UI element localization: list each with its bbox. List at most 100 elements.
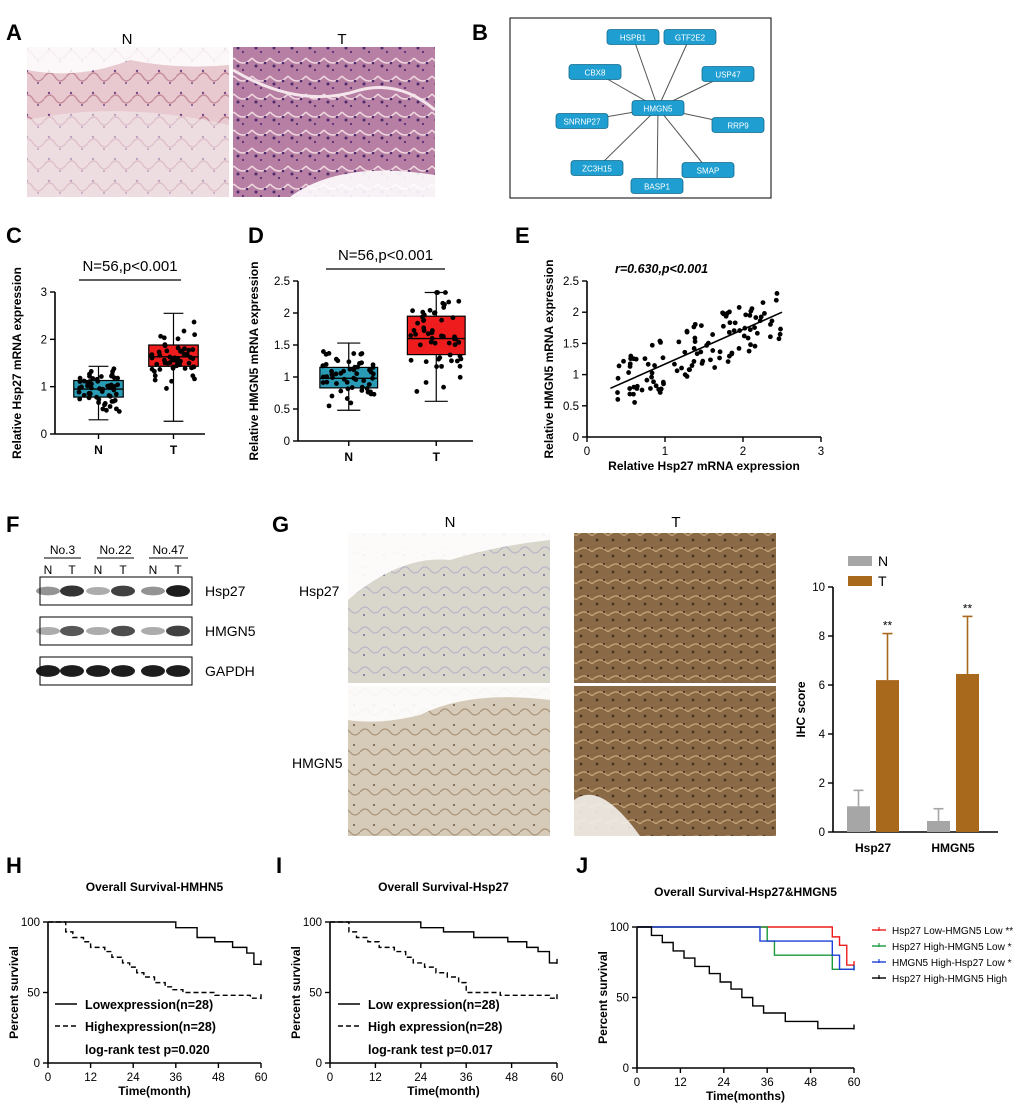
data-point	[436, 356, 442, 362]
data-point	[333, 371, 339, 377]
data-point	[359, 388, 365, 393]
data-point	[351, 351, 357, 356]
data-point	[349, 385, 355, 390]
lane-label: N	[44, 563, 53, 577]
data-point	[746, 348, 752, 354]
data-point	[324, 374, 330, 380]
blot-band	[60, 665, 84, 677]
survival-line-0	[48, 921, 261, 965]
data-point	[152, 373, 158, 379]
data-point	[188, 355, 193, 360]
data-point	[334, 381, 339, 386]
y-tick-label: 4	[819, 729, 826, 741]
data-point	[413, 331, 418, 337]
data-point	[457, 374, 463, 380]
chart-title: r=0.630,p<0.001	[615, 262, 708, 276]
data-point	[417, 342, 423, 348]
data-point	[408, 333, 414, 338]
blot-band	[86, 665, 110, 677]
data-point	[458, 356, 464, 362]
data-point	[77, 375, 83, 381]
data-point	[679, 365, 684, 371]
data-point	[184, 352, 190, 357]
network-node-label: ZC3H15	[582, 165, 612, 174]
data-point	[747, 312, 753, 318]
data-point	[648, 386, 653, 391]
x-axis-label: Time(months)	[706, 1089, 785, 1103]
y-tick-label: 2	[41, 334, 47, 346]
data-point	[104, 407, 109, 413]
network-node-label: BASP1	[644, 183, 670, 192]
x-tick-label: 1	[662, 446, 668, 458]
network-node-label: SMAP	[697, 167, 720, 176]
data-point	[411, 327, 417, 333]
lane-label: T	[68, 563, 76, 577]
data-point	[431, 310, 437, 316]
y-tick-label: 8	[819, 631, 825, 643]
survival-line-3	[637, 926, 854, 1030]
data-point	[727, 309, 732, 315]
y-tick-label: 2	[573, 307, 579, 319]
data-point	[329, 368, 334, 374]
data-point	[682, 349, 688, 355]
data-point	[326, 350, 332, 356]
data-point	[621, 358, 626, 364]
data-point	[732, 320, 738, 326]
data-point	[776, 336, 782, 342]
x-tick-label: 60	[255, 1072, 268, 1084]
panel-letter-e: E	[515, 223, 530, 248]
data-point	[774, 291, 780, 296]
data-point	[421, 325, 427, 331]
data-point	[660, 379, 666, 385]
x-tick-label: 0	[634, 1077, 640, 1089]
chart-title: Overall Survival-Hsp27	[378, 880, 509, 894]
blot-band	[111, 665, 135, 677]
data-point	[76, 389, 82, 395]
data-point	[115, 382, 121, 388]
blot-row-label: Hsp27	[205, 583, 246, 599]
panel-letter-b: B	[472, 20, 488, 45]
x-tick-label: 12	[674, 1077, 687, 1089]
sample-label: No.3	[50, 543, 76, 557]
data-point	[639, 387, 645, 393]
data-point	[432, 340, 438, 346]
data-point	[152, 377, 158, 383]
y-axis-label: Percent survival	[289, 946, 303, 1039]
y-tick-label: 1.5	[563, 338, 579, 350]
data-point	[450, 315, 456, 321]
data-point	[89, 381, 94, 387]
data-point	[752, 343, 758, 349]
data-point	[408, 357, 414, 363]
y-tick-label: 0	[284, 436, 290, 448]
x-tick-label: N	[344, 450, 353, 464]
data-point	[633, 356, 639, 362]
network-node-box	[570, 160, 624, 176]
data-point	[192, 332, 198, 338]
lane-label: T	[119, 563, 127, 577]
data-point	[731, 328, 737, 334]
data-point	[736, 346, 742, 351]
data-point	[77, 379, 83, 384]
sample-label: No.22	[99, 543, 131, 557]
blot-band	[60, 585, 84, 597]
data-point	[649, 374, 654, 380]
data-point	[158, 333, 164, 339]
panel-letter-i: I	[276, 853, 282, 878]
data-point	[720, 323, 726, 329]
data-point	[77, 396, 83, 402]
y-tick-label: 10	[812, 582, 825, 594]
chart-title: N=56,p<0.001	[82, 258, 177, 275]
network-node-box	[606, 29, 660, 45]
network-node-label: SNRNP27	[564, 118, 601, 127]
data-point	[439, 363, 444, 369]
chart-title: Overall Survival-HMHN5	[86, 880, 224, 894]
y-axis-label: Percent survival	[596, 951, 610, 1044]
data-point	[94, 376, 100, 382]
panel-g-row-hsp27: Hsp27	[299, 583, 340, 599]
data-point	[653, 383, 659, 389]
bar-T	[956, 673, 979, 832]
legend-swatch-T	[848, 576, 872, 586]
network-node-box	[568, 64, 622, 80]
network-node-label: CBX8	[585, 69, 606, 78]
